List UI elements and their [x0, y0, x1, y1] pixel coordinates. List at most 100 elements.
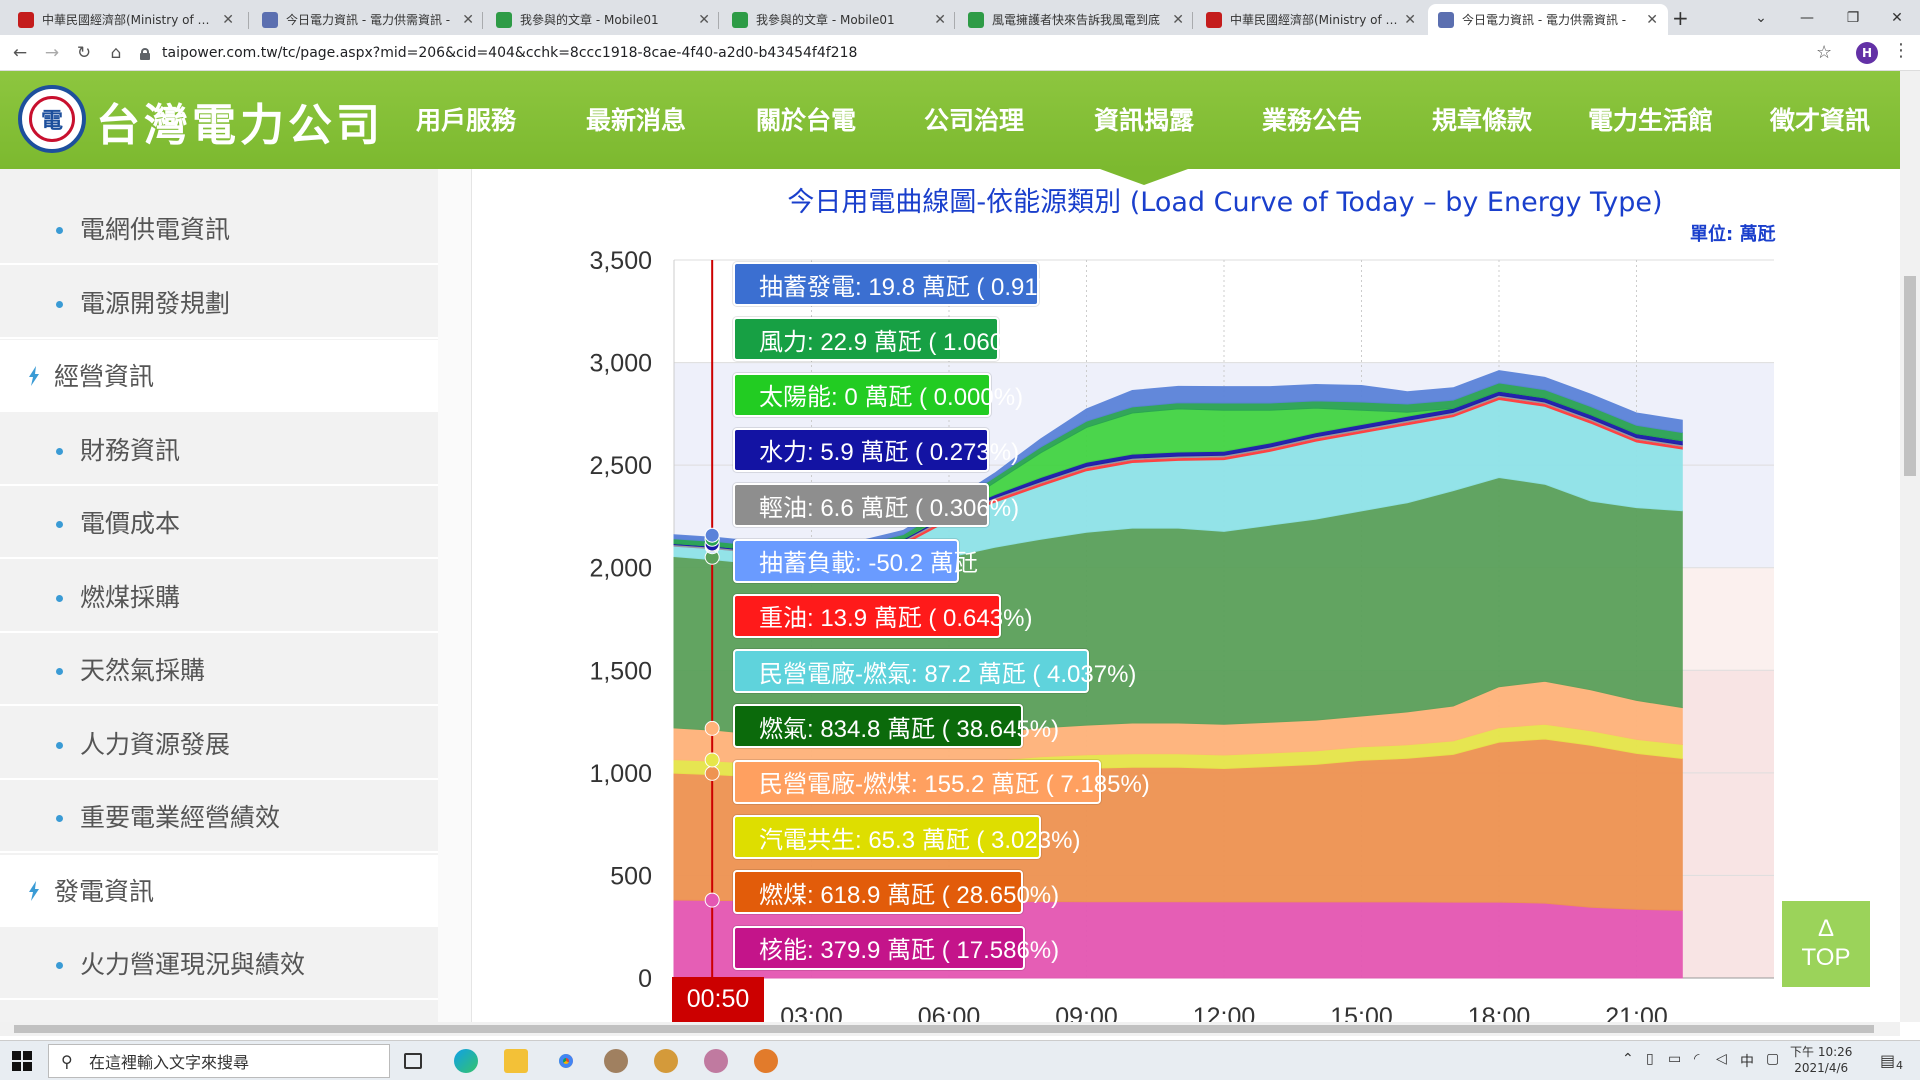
nav-menu-item[interactable]: 關於台電	[756, 106, 857, 135]
site-header: 電 台灣電力公司 用戶服務 最新消息 關於台電 公司治理 資訊揭露 業務公告 規章條款 電力生…	[0, 71, 1900, 185]
sidebar-item[interactable]: 重要電業經營績效	[0, 781, 438, 853]
tab-close-icon[interactable]: ✕	[222, 11, 234, 28]
sidebar-item-label: 發電資訊	[54, 876, 155, 906]
tray-device-icon[interactable]: ▯	[1646, 1051, 1654, 1067]
nav-menu-item[interactable]: 最新消息	[586, 106, 687, 135]
tray-ime-indicator[interactable]: 中	[1740, 1054, 1754, 1070]
nav-menu-item[interactable]: 徵才資訊	[1770, 106, 1871, 135]
app-icon-1[interactable]	[604, 1049, 628, 1073]
nav-menu-item[interactable]: 用戶服務	[416, 106, 517, 135]
tab-separator	[1192, 12, 1193, 29]
sidebar-category[interactable]: 經營資訊	[0, 340, 438, 412]
url-text: taipower.com.tw/tc/page.aspx?mid=206&cid…	[162, 45, 858, 61]
taskbar-clock[interactable]: 下午 10:26 2021/4/6	[1790, 1044, 1852, 1076]
tooltip-row: 抽蓄負載: -50.2 萬瓩	[733, 538, 978, 583]
vertical-scrollbar[interactable]	[1900, 71, 1920, 1022]
reload-icon[interactable]: ↻	[76, 43, 92, 63]
tooltip-row: 重油: 13.9 萬瓩 ( 0.643%)	[733, 593, 1032, 638]
y-tick-label: 1,500	[589, 657, 652, 685]
series-marker	[704, 527, 720, 543]
y-tick-label: 500	[610, 862, 652, 890]
browser-tab[interactable]: 中華民國經濟部(Ministry of Eco ✕	[1196, 4, 1426, 35]
restore-button[interactable]: ❐	[1846, 9, 1860, 26]
browser-tab[interactable]: 今日電力資訊 - 電力供需資訊 - ✕	[252, 4, 484, 35]
crosshair-time-label: 00:50	[672, 977, 764, 1022]
nav-menu-item[interactable]: 公司治理	[924, 106, 1025, 135]
url-field[interactable]: taipower.com.tw/tc/page.aspx?mid=206&cid…	[140, 40, 1780, 66]
forward-icon[interactable]: →	[44, 43, 60, 63]
lightning-icon	[29, 366, 39, 386]
nav-menu-item[interactable]: 資訊揭露	[1094, 106, 1195, 135]
tab-title: 中華民國經濟部(Ministry of Eco	[42, 13, 217, 27]
clock-date: 2021/4/6	[1794, 1061, 1849, 1075]
y-tick-label: 1,000	[589, 760, 652, 788]
site-logo-text[interactable]: 台灣電力公司	[96, 100, 384, 151]
tray-battery-icon[interactable]: ▭	[1668, 1051, 1682, 1067]
sidebar-item[interactable]: 電網供電資訊	[0, 193, 438, 265]
profile-avatar[interactable]: H	[1856, 42, 1878, 64]
sidebar-item[interactable]: 財務資訊	[0, 414, 438, 486]
minimize-button[interactable]: —	[1800, 9, 1814, 26]
taskbar-search-field[interactable]: ⚲ 在這裡輸入文字來搜尋	[48, 1044, 390, 1078]
bookmark-star-icon[interactable]: ☆	[1816, 42, 1833, 63]
nav-menu-item[interactable]: 電力生活館	[1588, 106, 1714, 135]
sidebar-item[interactable]: 天然氣採購	[0, 634, 438, 706]
file-explorer-icon[interactable]	[504, 1049, 528, 1073]
back-to-top-button[interactable]: Δ TOP	[1782, 901, 1870, 987]
browser-tab[interactable]: 風電擁護者快來告訴我風電到底 ✕	[958, 4, 1194, 35]
sidebar-item[interactable]: 電價成本	[0, 487, 438, 559]
edge-icon[interactable]	[454, 1049, 478, 1073]
tab-close-icon[interactable]: ✕	[1404, 11, 1416, 28]
tab-search-icon[interactable]: ⌄	[1755, 9, 1767, 26]
chrome-icon[interactable]	[554, 1049, 578, 1073]
windows-start-icon[interactable]	[12, 1051, 32, 1071]
notification-icon[interactable]: ▤	[1880, 1051, 1896, 1070]
browser-tab[interactable]: 我參與的文章 - Mobile01 ✕	[486, 4, 720, 35]
tray-wifi-icon[interactable]: ◜	[1694, 1051, 1700, 1067]
vertical-scroll-thumb[interactable]	[1904, 276, 1916, 476]
app-icon-4[interactable]	[754, 1049, 778, 1073]
new-tab-button[interactable]: +	[1672, 6, 1689, 30]
tooltip-row-text: 太陽能: 0 萬瓩 ( 0.000%)	[759, 384, 1024, 412]
active-menu-indicator	[1100, 169, 1188, 185]
close-window-button[interactable]: ✕	[1891, 9, 1903, 26]
tab-title: 今日電力資訊 - 電力供需資訊 -	[1462, 13, 1627, 27]
sidebar-category[interactable]: 發電資訊	[0, 854, 438, 927]
tab-close-icon[interactable]: ✕	[1646, 11, 1658, 28]
tooltip-row: 民營電廠-燃氣: 87.2 萬瓩 ( 4.037%)	[733, 649, 1136, 694]
sidebar-item[interactable]: 電源開發規劃	[0, 267, 438, 339]
browser-tab[interactable]: 我參與的文章 - Mobile01 ✕	[722, 4, 956, 35]
app-icon-2[interactable]	[654, 1049, 678, 1073]
back-icon[interactable]: ←	[12, 43, 28, 63]
horizontal-scroll-thumb[interactable]	[14, 1025, 1874, 1033]
sidebar-item[interactable]: 燃煤採購	[0, 561, 438, 633]
home-icon[interactable]: ⌂	[110, 43, 122, 63]
taskbar-search-placeholder: 在這裡輸入文字來搜尋	[89, 1053, 250, 1072]
tray-keyboard-icon[interactable]: ▢	[1766, 1051, 1780, 1067]
mobile01-favicon-icon	[732, 11, 748, 28]
tab-close-icon[interactable]: ✕	[934, 11, 946, 28]
tray-chevron-icon[interactable]: ⌃	[1622, 1051, 1634, 1067]
tooltip-row: 輕油: 6.6 萬瓩 ( 0.306%)	[733, 483, 1019, 528]
series-marker	[704, 752, 720, 768]
nav-menu-item[interactable]: 業務公告	[1262, 106, 1363, 135]
tooltip-row: 核能: 379.9 萬瓩 ( 17.586%)	[733, 925, 1059, 970]
tray-volume-icon[interactable]: ◁	[1716, 1051, 1727, 1067]
horizontal-scrollbar[interactable]	[0, 1022, 1900, 1036]
app-icon-3[interactable]	[704, 1049, 728, 1073]
sidebar-item[interactable]: 火力營運現況與績效	[0, 928, 438, 1000]
moea-favicon-icon	[18, 11, 34, 28]
tab-close-icon[interactable]: ✕	[1172, 11, 1184, 28]
tab-title: 風電擁護者快來告訴我風電到底	[992, 13, 1161, 27]
task-view-icon[interactable]	[404, 1053, 422, 1069]
sidebar-item[interactable]: 人力資源發展	[0, 708, 438, 780]
taipower-logo-icon[interactable]: 電	[18, 85, 86, 153]
nav-menu-item[interactable]: 規章條款	[1432, 106, 1533, 135]
lightning-icon	[29, 880, 39, 901]
sidebar-item-label: 財務資訊	[80, 435, 181, 465]
browser-menu-icon[interactable]: ⋮	[1892, 40, 1910, 61]
tab-close-icon[interactable]: ✕	[698, 11, 710, 28]
browser-tab[interactable]: 中華民國經濟部(Ministry of Eco ✕	[8, 4, 244, 35]
browser-tab[interactable]: 今日電力資訊 - 電力供需資訊 - ✕	[1428, 4, 1668, 35]
tab-close-icon[interactable]: ✕	[462, 11, 474, 28]
